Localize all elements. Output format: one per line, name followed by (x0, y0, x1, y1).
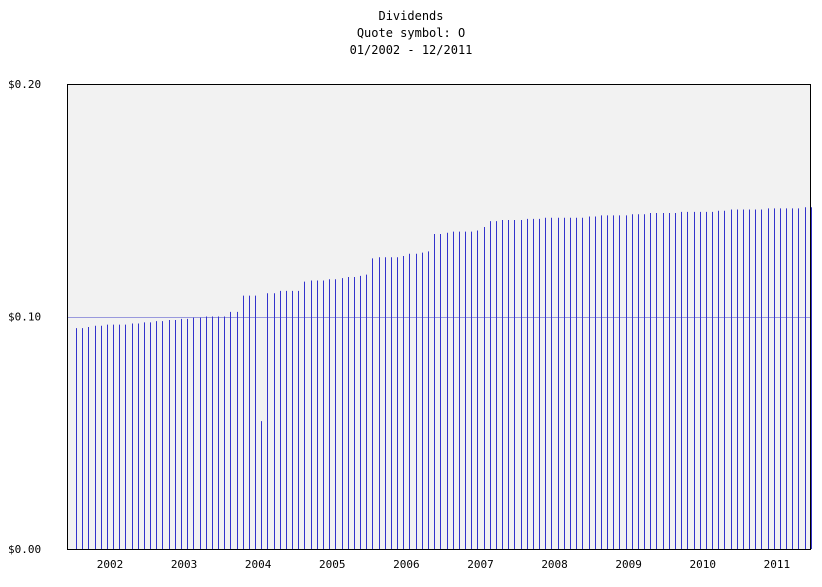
plot-frame (67, 84, 811, 550)
chart-title: Dividends (378, 9, 444, 23)
y-tick-label-2: $0.20 (8, 78, 41, 91)
chart-titles: Dividends Quote symbol: O 01/2002 - 12/2… (0, 8, 822, 59)
x-tick-label-2004: 2004 (245, 558, 272, 571)
x-tick-label-2003: 2003 (171, 558, 198, 571)
chart-subtitle: Quote symbol: O (356, 26, 466, 40)
x-tick-label-2006: 2006 (393, 558, 420, 571)
x-tick-label-2007: 2007 (467, 558, 494, 571)
chart-range-label: 01/2002 - 12/2011 (349, 43, 473, 57)
x-tick-label-2008: 2008 (541, 558, 568, 571)
x-tick-label-2005: 2005 (319, 558, 346, 571)
x-axis: 2002 2003 2004 2005 2006 2007 2008 2009 2010 2011 (97, 558, 790, 571)
x-tick-label-2002: 2002 (97, 558, 124, 571)
x-tick-label-2009: 2009 (615, 558, 642, 571)
y-tick-label-0: $0.00 (8, 543, 41, 556)
plot-area (67, 84, 810, 549)
y-tick-label-1: $0.10 (8, 311, 41, 324)
x-tick-label-2010: 2010 (690, 558, 717, 571)
y-axis: $0.00 $0.10 $0.20 (8, 78, 41, 556)
bar-series (76, 207, 812, 549)
x-tick-label-2011: 2011 (764, 558, 791, 571)
